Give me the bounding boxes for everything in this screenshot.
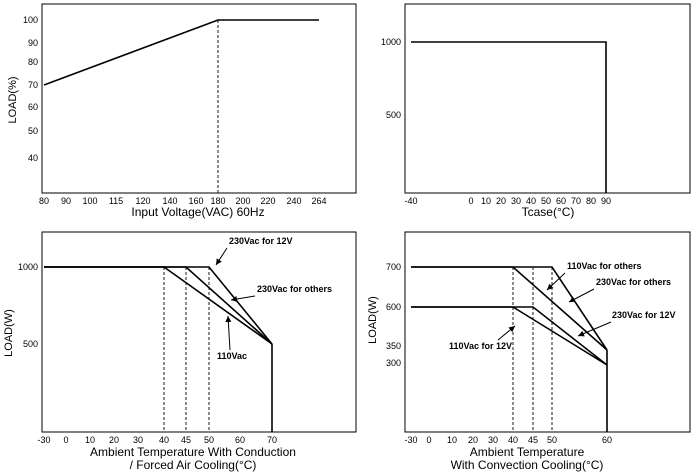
x-tick-label: -40: [404, 196, 417, 206]
x-tick-label: 30: [511, 196, 521, 206]
x-axis-label: Ambient Temperature: [470, 445, 585, 459]
series-line: [44, 266, 273, 345]
chart-2: [404, 3, 691, 194]
x-axis-label-line2: With Convection Cooling(°C): [451, 458, 604, 472]
series-line: [411, 41, 607, 193]
chart-1: [41, 3, 357, 194]
arrow-head: [231, 296, 238, 302]
series-line: [411, 266, 608, 351]
x-tick-label: 40: [159, 435, 169, 445]
x-tick-label: -30: [404, 435, 417, 445]
chart-3: [41, 231, 357, 433]
x-tick-label: 40: [508, 435, 518, 445]
series-line: [411, 266, 608, 351]
y-tick-label: 1000: [381, 37, 401, 47]
x-tick-label: 100: [82, 196, 97, 206]
x-tick-label: 115: [109, 196, 123, 206]
series-annotation: 230Vac for 12V: [612, 310, 676, 320]
x-axis-label: Input Voltage(VAC) 60Hz: [131, 205, 264, 219]
x-tick-label: 120: [135, 196, 150, 206]
x-tick-label: 20: [468, 435, 478, 445]
series-line: [43, 19, 319, 86]
x-tick-label: 140: [162, 196, 177, 206]
y-tick-label: 500: [23, 339, 38, 349]
x-tick-label: 240: [286, 196, 301, 206]
chart-4: [404, 231, 691, 433]
series-annotation: 230Vac for 12V: [229, 236, 293, 246]
x-tick-label: 45: [181, 435, 191, 445]
x-tick-label: 60: [556, 196, 566, 206]
y-axis-label: LOAD(%): [7, 76, 19, 123]
x-tick-label: 264: [311, 196, 326, 206]
plot-frame: [41, 231, 357, 433]
series-annotation: 110Vac: [217, 351, 247, 361]
x-tick-label: 50: [204, 435, 214, 445]
y-tick-label: 80: [28, 57, 38, 67]
x-tick-label: 20: [496, 196, 506, 206]
x-tick-label: 80: [586, 196, 596, 206]
x-tick-label: 70: [571, 196, 581, 206]
y-axis-label: LOAD(W): [3, 309, 15, 357]
plot-frame: [41, 3, 357, 194]
x-tick-label: -30: [37, 435, 50, 445]
x-tick-label: 10: [85, 435, 95, 445]
x-tick-label: 90: [601, 196, 611, 206]
y-tick-label: 700: [386, 262, 401, 272]
x-tick-label: 45: [528, 435, 538, 445]
series-annotation: 110Vac for others: [567, 261, 642, 271]
series-annotation: 230Vac for others: [257, 284, 332, 294]
x-tick-label: 30: [133, 435, 143, 445]
arrow-head: [225, 316, 232, 323]
x-tick-label: 180: [210, 196, 225, 206]
y-axis-label: LOAD(W): [367, 296, 379, 344]
arrow-head: [508, 326, 515, 333]
x-tick-label: 80: [39, 196, 49, 206]
series-line: [411, 306, 608, 366]
series-annotation: 110Vac for 12V: [449, 341, 512, 351]
x-tick-label: 60: [602, 435, 612, 445]
plot-frame: [404, 231, 691, 433]
y-tick-label: 350: [386, 341, 401, 351]
x-tick-label: 0: [468, 196, 473, 206]
x-tick-label: 0: [426, 435, 431, 445]
series-annotation: 230Vac for others: [596, 277, 671, 287]
series-line: [411, 306, 608, 366]
y-tick-label: 500: [386, 110, 401, 120]
x-tick-label: 30: [488, 435, 498, 445]
arrow-head: [216, 258, 222, 265]
y-tick-label: 70: [28, 80, 38, 90]
y-tick-label: 600: [386, 302, 401, 312]
x-tick-label: 20: [109, 435, 119, 445]
x-tick-label: 160: [188, 196, 203, 206]
series-line: [44, 266, 273, 345]
y-tick-label: 40: [28, 153, 38, 163]
y-tick-label: 60: [28, 102, 38, 112]
x-tick-label: 10: [481, 196, 491, 206]
x-axis-label-line2: / Forced Air Cooling(°C): [130, 458, 257, 472]
x-tick-label: 0: [63, 435, 68, 445]
y-tick-label: 300: [386, 358, 401, 368]
series-line: [44, 266, 273, 345]
x-tick-label: 200: [235, 196, 250, 206]
arrow-head: [578, 330, 585, 337]
x-axis-label: Ambient Temperature With Conduction: [90, 445, 296, 459]
y-tick-label: 100: [23, 15, 38, 25]
x-tick-label: 40: [526, 196, 536, 206]
x-tick-label: 60: [235, 435, 245, 445]
x-tick-label: 90: [61, 196, 71, 206]
y-tick-label: 1000: [18, 262, 38, 272]
x-tick-label: 50: [547, 435, 557, 445]
arrow-head: [569, 296, 576, 302]
x-tick-label: 50: [541, 196, 551, 206]
x-tick-label: 70: [267, 435, 277, 445]
x-tick-label: 220: [260, 196, 275, 206]
x-axis-label: Tcase(°C): [522, 205, 575, 219]
arrow-head: [547, 283, 554, 290]
y-tick-label: 90: [28, 38, 38, 48]
x-tick-label: 10: [447, 435, 457, 445]
y-tick-label: 50: [28, 126, 38, 136]
plot-frame: [404, 3, 691, 194]
